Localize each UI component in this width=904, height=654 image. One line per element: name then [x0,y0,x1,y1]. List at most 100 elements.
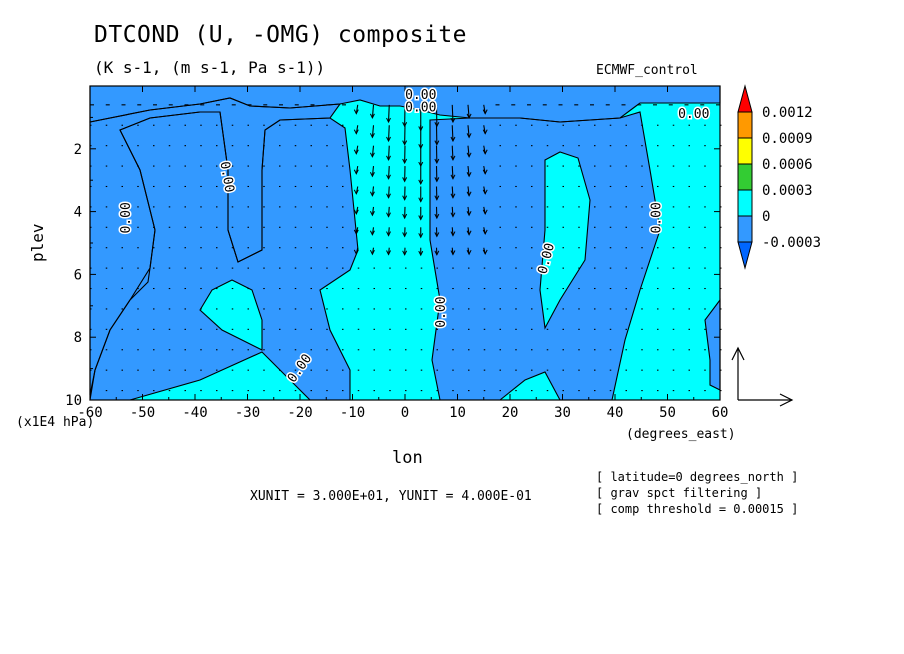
reference-vector-horizontal-head [779,393,794,407]
wind-vector-head [434,232,440,238]
contour-line [539,151,591,330]
wind-vector [451,186,454,198]
wind-vector-head [369,230,375,236]
wind-vector-head [369,113,375,119]
wind-vector-head [353,109,359,115]
wind-vector-head [386,155,391,162]
contour-field [89,85,721,401]
wind-vector [371,125,375,138]
positive-island-right [540,152,590,328]
wind-vector-head [402,213,408,220]
wind-vector [451,227,454,236]
wind-vector-head [434,213,440,220]
wind-vector-head [353,209,359,215]
wind-vector-head [482,129,488,135]
colorbar-label: 0.0009 [762,131,813,147]
vector-scale-text: XUNIT = 3.000E+01, YUNIT = 4.000E-01 [250,489,532,504]
wind-vector-head [418,215,424,221]
contour-label: 0.00 [216,160,236,193]
wind-vector-head [466,152,472,158]
y-tick-label: 10 [65,393,82,409]
note-filtering: [ grav spct filtering ] [596,486,763,500]
negative-region-top-band [90,86,720,122]
wind-vector [371,104,375,118]
wind-vector-head [466,113,472,119]
chart-title: DTCOND (U, -OMG) composite [94,22,468,48]
wind-vector-head [402,195,408,201]
contour-line [199,279,263,351]
wind-vector-head [353,169,359,175]
wind-vector [451,145,454,160]
x-tick-label: 10 [449,405,466,421]
wind-vector-head [482,229,488,235]
wind-vector-head [386,174,391,180]
wind-vector-field [90,104,722,392]
colorbar-segment-bottom [737,241,753,270]
wind-vector-head [369,211,375,217]
dataset-label: ECMWF_control [596,63,698,78]
wind-vector [387,166,390,179]
wind-vector-head [450,250,456,256]
colorbar-segment [737,137,753,165]
x-tick-label: -40 [182,405,207,421]
negative-region-left-body [90,112,358,400]
wind-vector-head [386,193,391,199]
x-tick-label: -50 [130,405,155,421]
wind-vector [467,104,470,118]
wind-vector [371,145,375,157]
wind-vector [387,104,390,123]
x-tick-label: -10 [340,405,365,421]
y-tick-label: 6 [74,267,82,283]
wind-vector-head [482,109,488,115]
wind-vector [467,125,470,138]
colorbar-segment [737,111,753,139]
positive-island-left-lower [130,352,310,400]
wind-vector-head [418,179,424,185]
wind-vector-head [466,249,472,256]
wind-vector [387,145,390,160]
wind-vector [387,227,390,236]
x-tick-label: -30 [235,405,260,421]
wind-vector-head [450,212,456,218]
wind-vector [371,186,375,196]
wind-vector-head [386,117,391,124]
colorbar-label: -0.0003 [762,235,821,251]
x-tick-label: 30 [554,405,571,421]
contour-labels: 0.000.000.000.000.000.000.000.000.00 [118,86,711,387]
wind-vector [371,166,375,177]
wind-vector-head [482,169,488,175]
y-tick-label: 4 [74,205,82,221]
contour-label: 0.00 [678,107,709,122]
wind-vector-head [402,250,408,256]
wind-vector-head [369,152,375,158]
wind-vector [451,166,454,179]
colorbar-segment [737,189,753,217]
positive-island-left [200,280,262,350]
wind-vector-head [353,129,359,135]
x-unit-label: (degrees_east) [626,427,736,442]
wind-vector-head [353,249,359,256]
x-tick-label: 50 [659,405,676,421]
colorbar-label: 0 [762,209,770,225]
wind-vector-head [353,189,359,195]
wind-vector-head [434,250,440,256]
colorbar-segment-top [737,84,753,113]
wind-vector-head [482,209,488,215]
wind-vector [451,206,454,217]
wind-vector-head [418,233,424,239]
wind-vector-head [450,155,456,162]
wind-vector-head [482,189,488,195]
x-tick-label: 0 [401,405,409,421]
wind-vector-head [466,172,472,178]
x-tick-label: -20 [287,405,312,421]
wind-vector-head [369,249,375,256]
chart-subtitle: (K s-1, (m s-1, Pa s-1)) [94,58,326,77]
wind-vector-head [418,197,424,203]
wind-vector-head [369,191,375,197]
contour-label: 0.00 [405,88,436,103]
wind-vector [387,206,390,217]
wind-vector-head [466,191,472,197]
wind-vector [387,125,390,141]
wind-vector-head [402,177,408,183]
wind-vector-head [386,231,391,237]
